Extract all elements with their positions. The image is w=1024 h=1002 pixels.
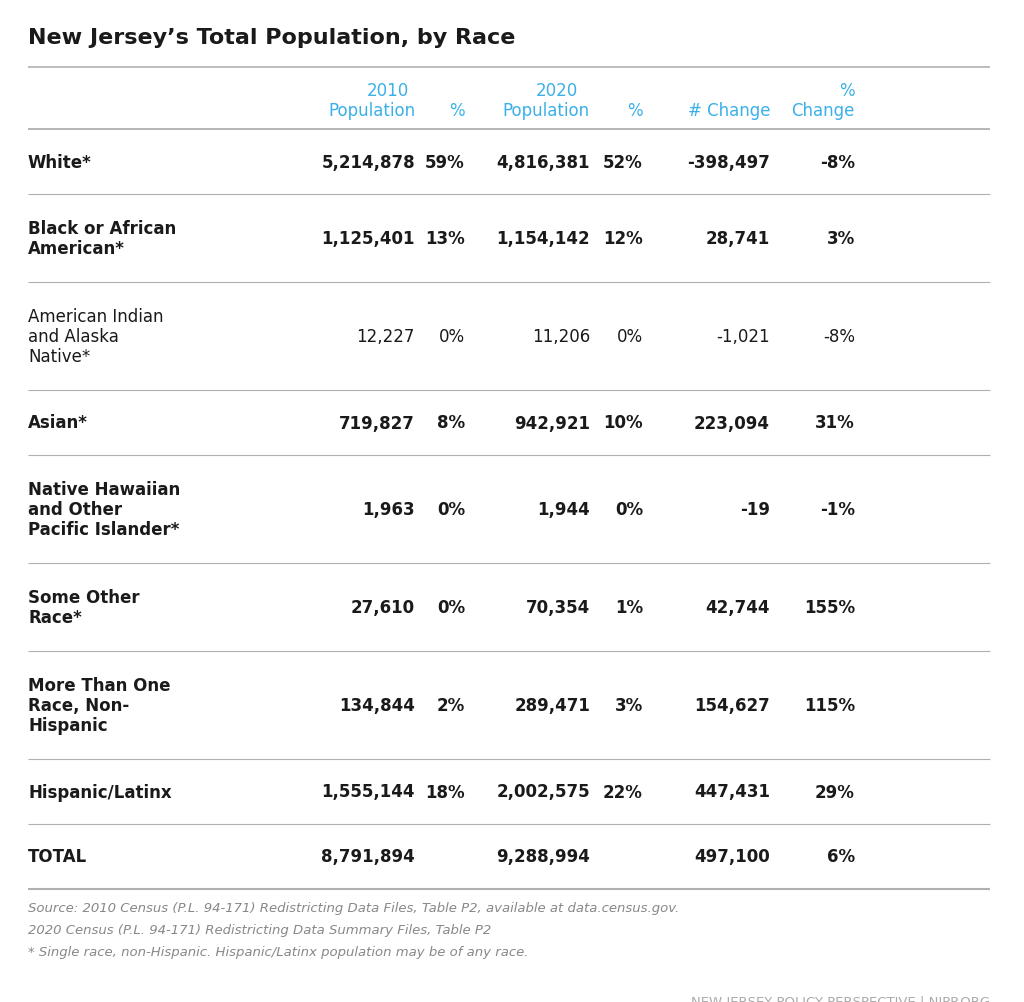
Text: -8%: -8%	[823, 328, 855, 346]
Text: 1,555,144: 1,555,144	[322, 783, 415, 801]
Text: 3%: 3%	[614, 696, 643, 714]
Text: Race*: Race*	[28, 608, 82, 626]
Text: 115%: 115%	[804, 696, 855, 714]
Text: 12,227: 12,227	[356, 328, 415, 346]
Text: White*: White*	[28, 153, 92, 171]
Text: 18%: 18%	[425, 783, 465, 801]
Text: 134,844: 134,844	[339, 696, 415, 714]
Text: Asian*: Asian*	[28, 414, 88, 432]
Text: 70,354: 70,354	[525, 598, 590, 616]
Text: 2020 Census (P.L. 94-171) Redistricting Data Summary Files, Table P2: 2020 Census (P.L. 94-171) Redistricting …	[28, 923, 492, 936]
Text: 42,744: 42,744	[706, 598, 770, 616]
Text: Race, Non-: Race, Non-	[28, 696, 129, 714]
Text: 4,816,381: 4,816,381	[497, 153, 590, 171]
Text: 2%: 2%	[437, 696, 465, 714]
Text: -19: -19	[740, 501, 770, 518]
Text: Population: Population	[503, 102, 590, 120]
Text: New Jersey’s Total Population, by Race: New Jersey’s Total Population, by Race	[28, 28, 515, 48]
Text: # Change: # Change	[687, 102, 770, 120]
Text: 10%: 10%	[603, 414, 643, 432]
Text: 29%: 29%	[815, 783, 855, 801]
Text: Some Other: Some Other	[28, 588, 139, 606]
Text: NEW JERSEY POLICY PERSPECTIVE | NJPP.ORG: NEW JERSEY POLICY PERSPECTIVE | NJPP.ORG	[691, 995, 990, 1002]
Text: * Single race, non-Hispanic. Hispanic/Latinx population may be of any race.: * Single race, non-Hispanic. Hispanic/La…	[28, 945, 528, 958]
Text: 942,921: 942,921	[514, 414, 590, 432]
Text: 52%: 52%	[603, 153, 643, 171]
Text: 12%: 12%	[603, 229, 643, 247]
Text: and Alaska: and Alaska	[28, 328, 119, 346]
Text: American Indian: American Indian	[28, 308, 164, 326]
Text: 5,214,878: 5,214,878	[322, 153, 415, 171]
Text: %: %	[628, 102, 643, 120]
Text: 223,094: 223,094	[694, 414, 770, 432]
Text: 1,963: 1,963	[362, 501, 415, 518]
Text: 1,944: 1,944	[538, 501, 590, 518]
Text: -1%: -1%	[820, 501, 855, 518]
Text: 8,791,894: 8,791,894	[322, 848, 415, 866]
Text: 13%: 13%	[425, 229, 465, 247]
Text: 27,610: 27,610	[351, 598, 415, 616]
Text: American*: American*	[28, 239, 125, 258]
Text: 2020: 2020	[536, 82, 578, 100]
Text: 0%: 0%	[439, 328, 465, 346]
Text: 0%: 0%	[616, 328, 643, 346]
Text: Hispanic/Latinx: Hispanic/Latinx	[28, 783, 172, 801]
Text: 154,627: 154,627	[694, 696, 770, 714]
Text: 6%: 6%	[826, 848, 855, 866]
Text: 2,002,575: 2,002,575	[497, 783, 590, 801]
Text: 447,431: 447,431	[694, 783, 770, 801]
Text: 0%: 0%	[437, 598, 465, 616]
Text: More Than One: More Than One	[28, 676, 171, 694]
Text: 719,827: 719,827	[339, 414, 415, 432]
Text: 1%: 1%	[614, 598, 643, 616]
Text: Pacific Islander*: Pacific Islander*	[28, 520, 179, 538]
Text: 1,125,401: 1,125,401	[322, 229, 415, 247]
Text: Source: 2010 Census (P.L. 94-171) Redistricting Data Files, Table P2, available : Source: 2010 Census (P.L. 94-171) Redist…	[28, 901, 679, 914]
Text: 289,471: 289,471	[514, 696, 590, 714]
Text: %: %	[840, 82, 855, 100]
Text: -398,497: -398,497	[687, 153, 770, 171]
Text: 1,154,142: 1,154,142	[497, 229, 590, 247]
Text: Black or African: Black or African	[28, 219, 176, 237]
Text: Native Hawaiian: Native Hawaiian	[28, 481, 180, 499]
Text: 22%: 22%	[603, 783, 643, 801]
Text: 59%: 59%	[425, 153, 465, 171]
Text: 8%: 8%	[437, 414, 465, 432]
Text: Hispanic: Hispanic	[28, 716, 108, 734]
Text: -1,021: -1,021	[717, 328, 770, 346]
Text: Native*: Native*	[28, 348, 90, 366]
Text: 3%: 3%	[826, 229, 855, 247]
Text: 155%: 155%	[804, 598, 855, 616]
Text: 0%: 0%	[614, 501, 643, 518]
Text: 11,206: 11,206	[531, 328, 590, 346]
Text: and Other: and Other	[28, 501, 122, 518]
Text: %: %	[450, 102, 465, 120]
Text: 497,100: 497,100	[694, 848, 770, 866]
Text: -8%: -8%	[820, 153, 855, 171]
Text: 0%: 0%	[437, 501, 465, 518]
Text: Population: Population	[328, 102, 415, 120]
Text: 9,288,994: 9,288,994	[496, 848, 590, 866]
Text: 2010: 2010	[367, 82, 409, 100]
Text: Change: Change	[792, 102, 855, 120]
Text: 31%: 31%	[815, 414, 855, 432]
Text: TOTAL: TOTAL	[28, 848, 87, 866]
Text: 28,741: 28,741	[706, 229, 770, 247]
